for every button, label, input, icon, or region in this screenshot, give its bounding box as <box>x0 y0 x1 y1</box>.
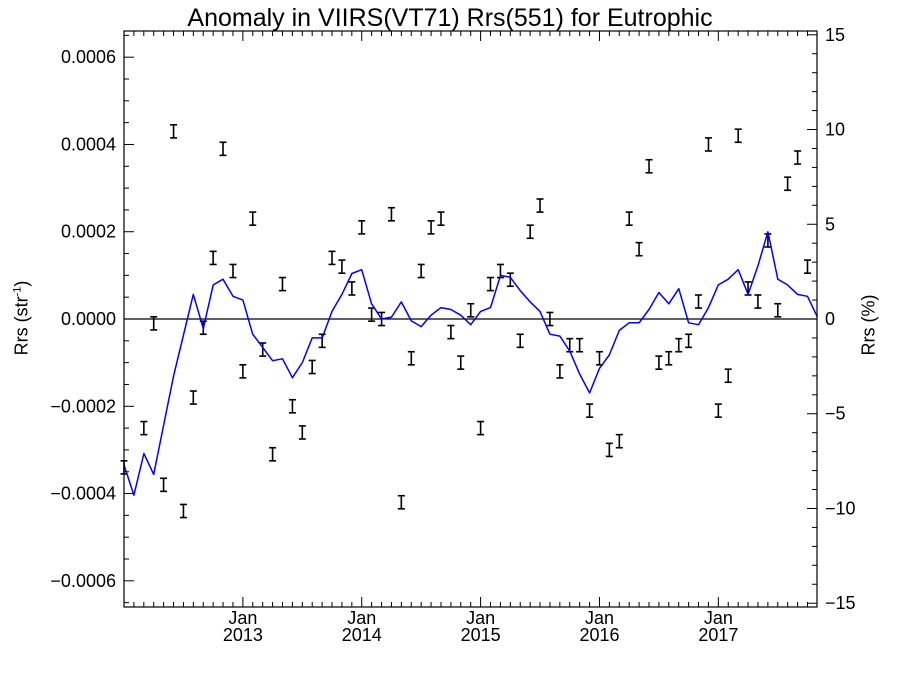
x-tick-year-label: 2015 <box>461 625 501 645</box>
error-bar <box>794 150 802 165</box>
error-bar <box>467 302 475 318</box>
error-bar <box>734 128 742 144</box>
y-left-tick-label: 0.0006 <box>61 47 116 67</box>
y-left-tick-label: 0.0000 <box>61 309 116 329</box>
error-bar <box>526 224 534 240</box>
error-bar <box>140 420 148 436</box>
error-bar <box>397 494 405 510</box>
y-axis-right-title: Rrs (%) <box>858 294 879 356</box>
x-tick-year-label: 2014 <box>342 625 382 645</box>
y-left-tick-label: −0.0004 <box>50 484 116 504</box>
y-right-tick-label: 15 <box>825 25 845 45</box>
x-tick-month-label: Jan <box>347 608 376 628</box>
error-bar <box>655 355 663 370</box>
error-bar <box>685 333 693 349</box>
error-bar <box>784 176 792 192</box>
error-bar <box>704 137 712 152</box>
y-right-tick-label: −10 <box>825 498 856 518</box>
y-left-tick-label: 0.0004 <box>61 134 116 154</box>
error-bar <box>447 324 455 340</box>
error-bar <box>269 446 277 462</box>
error-bar <box>605 442 613 458</box>
y-left-tick-label: 0.0002 <box>61 222 116 242</box>
error-bar <box>407 350 415 366</box>
chart-title: Anomaly in VIIRS(VT71) Rrs(551) for Eutr… <box>187 4 713 32</box>
error-bar <box>506 272 514 288</box>
error-bar <box>486 276 494 292</box>
error-bar <box>754 294 762 309</box>
error-bar <box>714 403 722 418</box>
error-bar <box>645 158 653 174</box>
error-bar <box>229 263 237 279</box>
error-bar <box>803 259 811 274</box>
x-tick-year-label: 2016 <box>579 625 619 645</box>
error-bar <box>536 198 544 213</box>
error-bar <box>209 250 217 266</box>
error-bar <box>219 141 227 157</box>
error-bar <box>387 206 395 222</box>
error-bar <box>694 294 702 309</box>
error-bar <box>615 433 623 449</box>
x-tick-year-label: 2017 <box>698 625 738 645</box>
error-bar <box>546 311 554 327</box>
error-bar <box>160 477 168 493</box>
error-bar <box>437 211 445 226</box>
error-bar <box>665 350 673 366</box>
y-right-tick-label: 5 <box>825 214 835 234</box>
error-bar <box>595 350 603 366</box>
error-bar <box>724 368 732 384</box>
x-tick-month-label: Jan <box>228 608 257 628</box>
y-right-tick-label: −15 <box>825 593 856 613</box>
error-bar <box>427 220 435 235</box>
y-right-tick-label: 0 <box>825 309 835 329</box>
error-bar <box>586 403 594 418</box>
error-bar <box>635 241 643 257</box>
y-right-tick-label: 10 <box>825 120 845 140</box>
error-bar <box>625 211 633 226</box>
error-bar <box>239 364 247 379</box>
error-bar <box>278 276 286 292</box>
error-bar <box>170 124 178 139</box>
error-bar <box>774 302 782 318</box>
x-tick-year-label: 2013 <box>223 625 263 645</box>
x-tick-month-label: Jan <box>466 608 495 628</box>
error-bar <box>477 420 485 436</box>
error-bar <box>348 281 356 296</box>
error-bar <box>288 398 296 414</box>
y-axis-left-title: Rrs (str-1) <box>11 280 32 356</box>
error-bar <box>457 355 465 370</box>
y-left-tick-label: −0.0006 <box>50 571 116 591</box>
anomaly-percent-line <box>123 231 819 496</box>
error-bar <box>338 259 346 274</box>
error-bar <box>328 250 336 266</box>
error-bar <box>516 333 524 349</box>
error-bar <box>576 337 584 353</box>
error-bar <box>249 211 257 226</box>
error-bar <box>675 337 683 353</box>
error-bar <box>556 364 564 379</box>
y-right-tick-label: −5 <box>825 404 846 424</box>
error-bar <box>308 359 316 375</box>
x-tick-month-label: Jan <box>585 608 614 628</box>
error-bar <box>358 220 366 235</box>
error-bar <box>179 503 187 519</box>
error-bar <box>189 390 197 405</box>
error-bar <box>298 425 306 440</box>
error-bar <box>417 263 425 279</box>
error-bar <box>150 316 158 331</box>
x-tick-month-label: Jan <box>704 608 733 628</box>
y-left-tick-label: −0.0002 <box>50 396 116 416</box>
error-bar <box>259 342 267 357</box>
